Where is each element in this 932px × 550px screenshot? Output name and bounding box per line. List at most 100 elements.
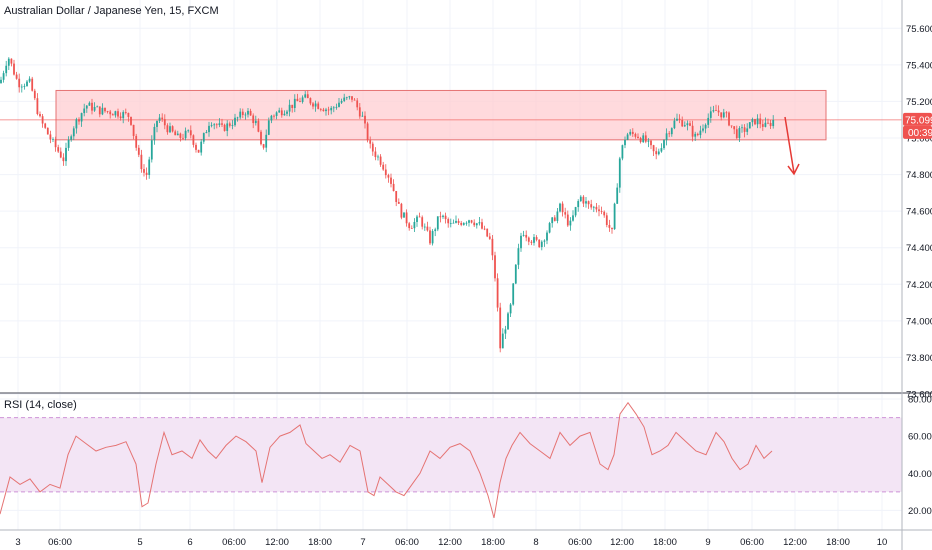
- time-tick-label: 18:00: [826, 537, 850, 548]
- price-axis[interactable]: 75.600 75.400 75.200 75.000 74.800 74.600 74.4…: [906, 24, 932, 401]
- candle-body: [143, 169, 145, 173]
- candle-body: [512, 283, 515, 305]
- candle-body: [319, 108, 322, 110]
- candle-body: [309, 98, 312, 104]
- candle-body: [553, 217, 556, 221]
- candle-body: [371, 143, 374, 152]
- candle-body: [10, 58, 13, 64]
- candle-body: [691, 125, 694, 137]
- candle-body: [28, 78, 31, 82]
- candle-body: [470, 220, 473, 223]
- candle-body: [608, 224, 611, 228]
- countdown-value: 00:39: [908, 128, 932, 139]
- candle-body: [184, 130, 187, 139]
- candle-body: [585, 201, 587, 204]
- candle-body: [566, 214, 569, 226]
- candle-body: [101, 107, 104, 115]
- time-tick-label: 12:00: [438, 537, 462, 548]
- candle-body: [418, 216, 421, 218]
- candle-body: [296, 98, 299, 102]
- time-tick-label: 12:00: [265, 537, 289, 548]
- candle-body: [408, 223, 411, 229]
- price-tick-label: 74.400: [906, 243, 932, 254]
- candle-body: [452, 222, 455, 224]
- rsi-label: RSI (14, close): [4, 399, 77, 411]
- candle-body: [595, 206, 598, 210]
- candle-body: [361, 115, 364, 117]
- price-tick-label: 73.800: [906, 353, 932, 364]
- candle-body: [98, 106, 101, 115]
- candle-body: [234, 117, 236, 126]
- candle-body: [686, 123, 689, 126]
- candle-body: [270, 115, 273, 121]
- candle-body: [504, 329, 507, 334]
- candle-body: [670, 128, 673, 135]
- candle-body: [462, 223, 465, 225]
- candle-body: [754, 119, 756, 125]
- candle-body: [751, 119, 754, 123]
- candle-body: [52, 139, 54, 140]
- price-tick-label: 74.800: [906, 170, 932, 181]
- time-tick-label: 3: [15, 537, 20, 548]
- candle-body: [468, 220, 470, 223]
- candle-body: [494, 255, 496, 279]
- candle-body: [629, 131, 632, 135]
- candle-body: [218, 123, 221, 125]
- candle-body: [135, 135, 138, 148]
- candle-body: [699, 130, 702, 136]
- candle-body: [288, 104, 291, 112]
- candle-body: [317, 103, 320, 109]
- price-tick-label: 73.600: [906, 390, 932, 401]
- candle-body: [280, 110, 283, 116]
- candle-body: [340, 100, 343, 103]
- candle-body: [556, 211, 559, 221]
- candle-body: [75, 119, 78, 129]
- candle-body: [416, 216, 418, 222]
- candle-body: [426, 226, 429, 231]
- candle-body: [587, 201, 590, 205]
- candle-body: [236, 117, 239, 119]
- candle-body: [683, 125, 686, 127]
- rsi-tick-label: 80.00: [908, 395, 932, 406]
- candle-body: [208, 125, 210, 133]
- candle-body: [59, 151, 62, 158]
- candle-body: [348, 96, 351, 98]
- candle-body: [582, 196, 585, 204]
- candle-body: [668, 133, 671, 135]
- candle-body: [132, 124, 135, 136]
- candle-body: [70, 136, 73, 140]
- candle-body: [343, 97, 346, 101]
- time-axis[interactable]: 3 06:00 5 6 06:00 12:00 18:00 7 06:00 12:00 18:00 8…: [15, 537, 887, 548]
- candle-body: [374, 151, 377, 158]
- candle-body: [449, 223, 452, 224]
- candle-body: [239, 111, 242, 118]
- candle-body: [725, 112, 728, 114]
- time-tick-label: 7: [360, 537, 365, 548]
- candle-body: [202, 133, 205, 142]
- candle-body: [709, 111, 712, 118]
- candle-body: [616, 187, 619, 204]
- candle-body: [163, 119, 166, 126]
- candle-body: [200, 141, 203, 153]
- candle-body: [330, 107, 333, 111]
- candle-body: [457, 220, 460, 223]
- candle-body: [356, 100, 359, 108]
- candle-body: [26, 81, 28, 86]
- time-tick-label: 12:00: [783, 537, 807, 548]
- candle-body: [488, 236, 491, 239]
- candle-body: [624, 139, 626, 146]
- candle-body: [611, 227, 613, 230]
- candle-body: [631, 131, 634, 134]
- rsi-axis[interactable]: 80.00 60.00 40.00 20.00: [908, 395, 932, 517]
- candle-body: [156, 120, 158, 127]
- candle-body: [140, 154, 143, 170]
- candle-body: [390, 177, 392, 184]
- candle-body: [395, 191, 398, 202]
- candle-body: [189, 130, 192, 136]
- candle-body: [564, 212, 567, 215]
- candle-body: [717, 110, 720, 113]
- candle-body: [65, 147, 67, 162]
- candle-body: [465, 222, 468, 224]
- candle-body: [2, 73, 5, 80]
- candle-body: [689, 123, 691, 126]
